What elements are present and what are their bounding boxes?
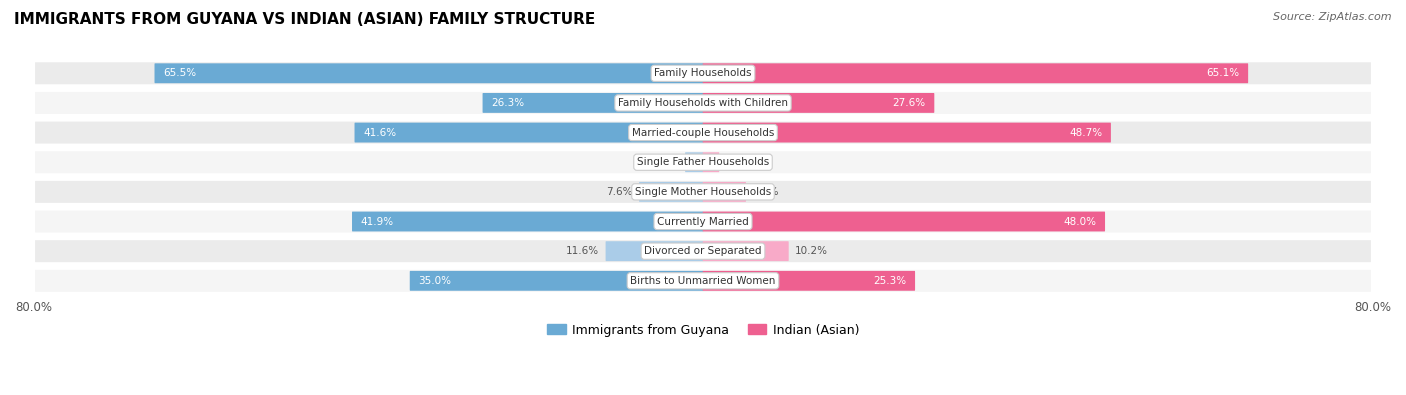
Text: Births to Unmarried Women: Births to Unmarried Women (630, 276, 776, 286)
Text: 7.6%: 7.6% (606, 187, 633, 197)
Legend: Immigrants from Guyana, Indian (Asian): Immigrants from Guyana, Indian (Asian) (541, 319, 865, 342)
Text: 5.1%: 5.1% (752, 187, 779, 197)
FancyBboxPatch shape (703, 63, 1249, 83)
FancyBboxPatch shape (703, 241, 789, 261)
FancyBboxPatch shape (703, 182, 747, 202)
Text: 48.0%: 48.0% (1063, 216, 1097, 226)
FancyBboxPatch shape (34, 209, 1372, 234)
Text: IMMIGRANTS FROM GUYANA VS INDIAN (ASIAN) FAMILY STRUCTURE: IMMIGRANTS FROM GUYANA VS INDIAN (ASIAN)… (14, 12, 595, 27)
FancyBboxPatch shape (354, 122, 703, 143)
FancyBboxPatch shape (685, 152, 703, 172)
FancyBboxPatch shape (703, 212, 1105, 231)
Text: Single Mother Households: Single Mother Households (636, 187, 770, 197)
FancyBboxPatch shape (155, 63, 703, 83)
Text: Family Households: Family Households (654, 68, 752, 78)
FancyBboxPatch shape (34, 239, 1372, 264)
Text: Family Households with Children: Family Households with Children (619, 98, 787, 108)
Text: 1.9%: 1.9% (725, 157, 752, 167)
FancyBboxPatch shape (482, 93, 703, 113)
FancyBboxPatch shape (703, 152, 720, 172)
FancyBboxPatch shape (640, 182, 703, 202)
Text: Currently Married: Currently Married (657, 216, 749, 226)
FancyBboxPatch shape (703, 122, 1111, 143)
Text: Source: ZipAtlas.com: Source: ZipAtlas.com (1274, 12, 1392, 22)
Text: 41.6%: 41.6% (363, 128, 396, 137)
Text: Married-couple Households: Married-couple Households (631, 128, 775, 137)
Text: 41.9%: 41.9% (361, 216, 394, 226)
Text: 10.2%: 10.2% (794, 246, 828, 256)
FancyBboxPatch shape (703, 93, 935, 113)
Text: Single Father Households: Single Father Households (637, 157, 769, 167)
Text: 35.0%: 35.0% (419, 276, 451, 286)
Text: 11.6%: 11.6% (567, 246, 599, 256)
Text: Divorced or Separated: Divorced or Separated (644, 246, 762, 256)
Text: 25.3%: 25.3% (873, 276, 907, 286)
FancyBboxPatch shape (34, 149, 1372, 175)
FancyBboxPatch shape (34, 179, 1372, 205)
FancyBboxPatch shape (606, 241, 703, 261)
FancyBboxPatch shape (409, 271, 703, 291)
FancyBboxPatch shape (352, 212, 703, 231)
Text: 27.6%: 27.6% (893, 98, 925, 108)
FancyBboxPatch shape (34, 90, 1372, 116)
Text: 48.7%: 48.7% (1069, 128, 1102, 137)
FancyBboxPatch shape (34, 60, 1372, 86)
Text: 65.5%: 65.5% (163, 68, 197, 78)
FancyBboxPatch shape (703, 271, 915, 291)
FancyBboxPatch shape (34, 268, 1372, 293)
Text: 2.1%: 2.1% (652, 157, 679, 167)
Text: 26.3%: 26.3% (491, 98, 524, 108)
FancyBboxPatch shape (34, 120, 1372, 145)
Text: 65.1%: 65.1% (1206, 68, 1240, 78)
